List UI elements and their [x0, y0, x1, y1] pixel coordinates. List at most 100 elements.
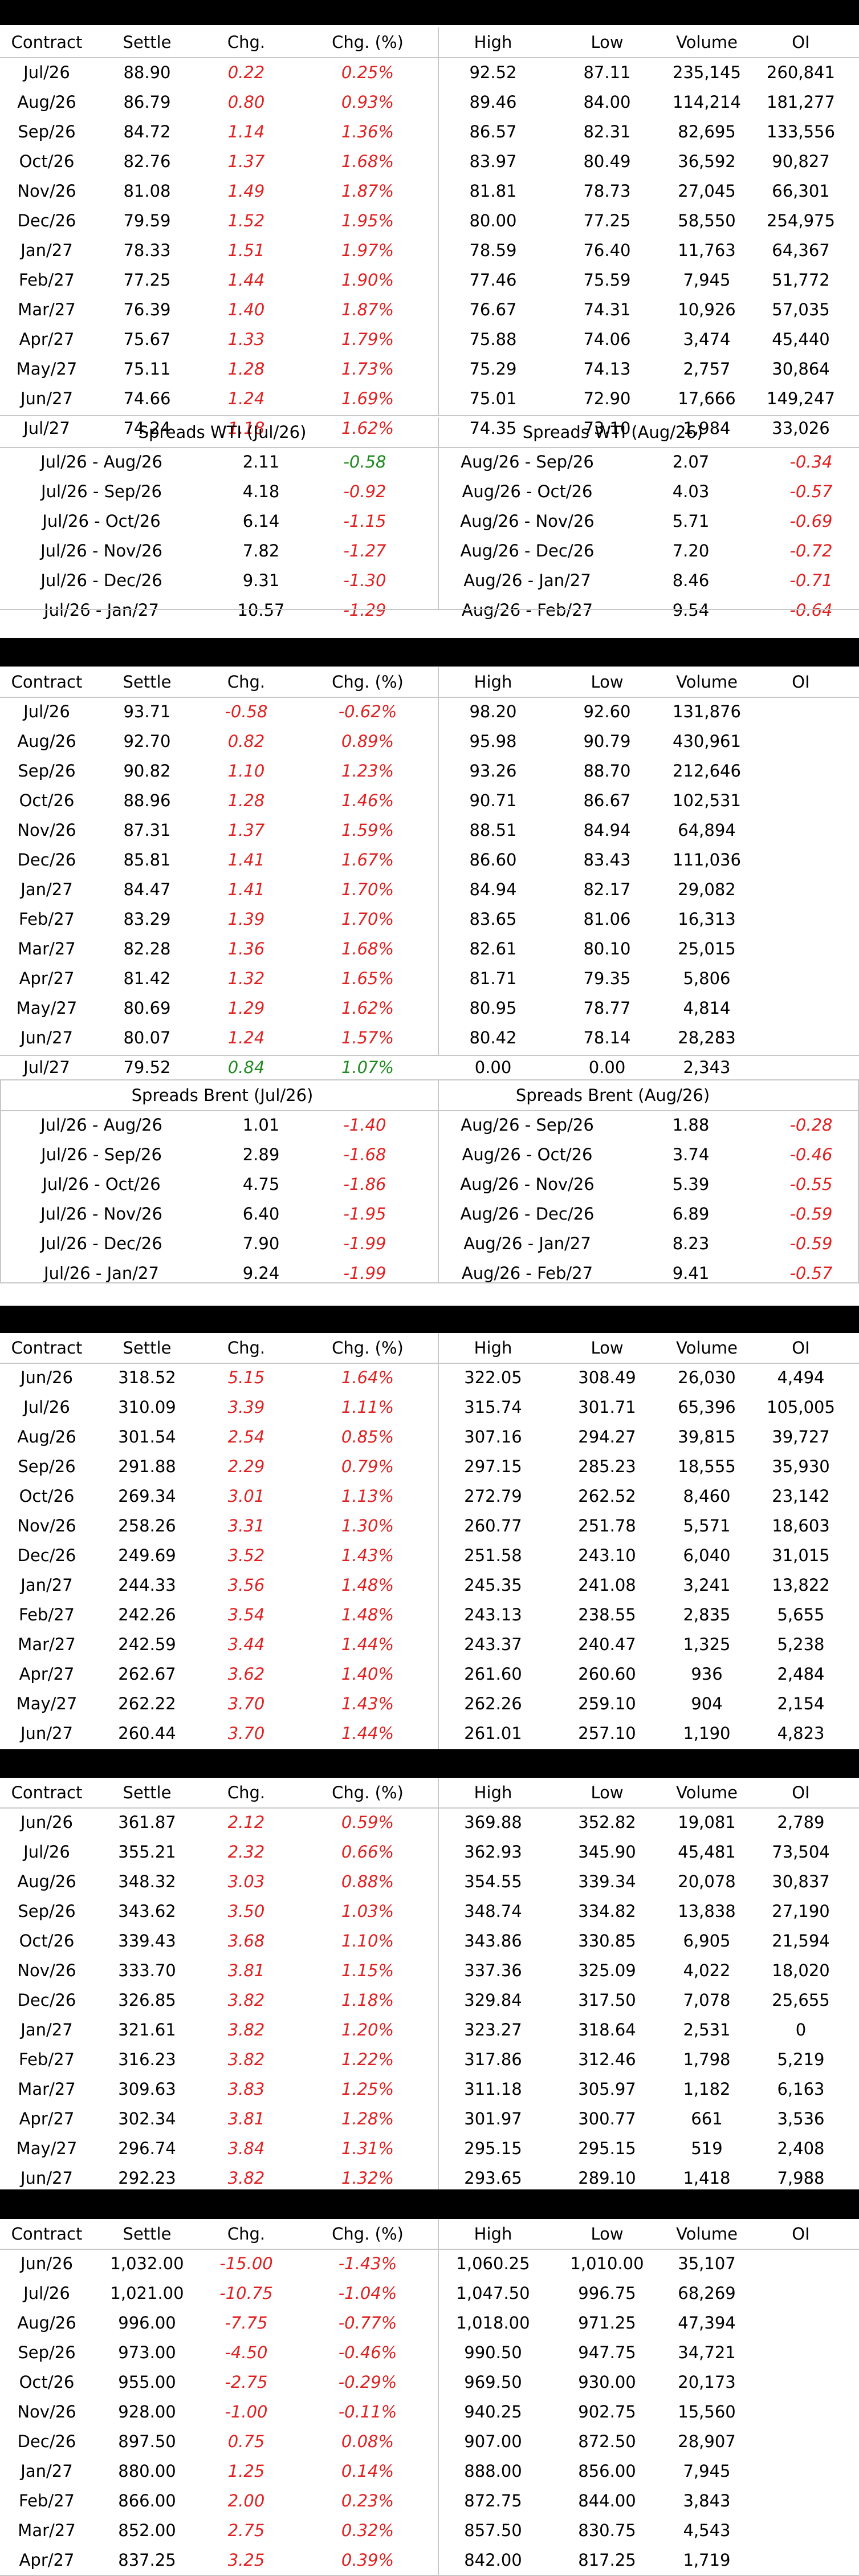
cell-oi: [747, 2308, 855, 2338]
cell-chg: 1.28: [227, 359, 265, 379]
cell-low: 83.43: [583, 850, 631, 869]
cell-settle: 78.33: [123, 241, 171, 260]
cell-chg: 3.25: [227, 2550, 265, 2570]
cell-chg: -7.75: [225, 2313, 268, 2333]
table-row: Mar/27 82.28 1.36 1.68% 82.61 80.10 25,015: [0, 934, 859, 964]
cell-volume: 47,394: [678, 2313, 736, 2333]
cell-settle: 291.88: [118, 1457, 176, 1476]
cell-settle: 262.67: [118, 1664, 176, 1684]
cell-chg-pct: 1.23%: [341, 761, 394, 781]
header-low: Low: [591, 1783, 624, 1802]
cell-low: 345.90: [578, 1842, 636, 1862]
cell-chg: 0.80: [227, 92, 265, 112]
cell-settle: 880.00: [118, 2461, 176, 2481]
cell-volume: 4,543: [683, 2521, 731, 2540]
cell-contract: Mar/27: [18, 1635, 76, 1654]
cell-chg: 2.00: [227, 2491, 265, 2510]
spread-left-pair: Jul/26 - Dec/26: [40, 1234, 162, 1253]
cell-high: 1,047.50: [456, 2284, 530, 2303]
cell-low: 241.08: [578, 1575, 636, 1595]
cell-volume: 114,214: [673, 92, 741, 112]
spread-row: Jul/26 - Sep/26 2.89 -1.68 Aug/26 - Oct/26 3…: [0, 1140, 859, 1169]
cell-high: 329.84: [464, 1990, 522, 2010]
cell-low: 317.50: [578, 1990, 636, 2010]
cell-contract: Aug/26: [17, 1872, 76, 1891]
cell-low: 330.85: [578, 1931, 636, 1951]
spread-left-chg: -1.99: [343, 1234, 386, 1253]
cell-settle: 318.52: [118, 1368, 176, 1387]
header-chg-pct: Chg. (%): [332, 1338, 404, 1358]
spread-left-value: 7.82: [242, 541, 280, 560]
cell-high: 0.00: [474, 1058, 512, 1077]
row-divider: [0, 1055, 859, 1056]
table-row: Dec/26 249.69 3.52 1.43% 251.58 243.10 6,040 31…: [0, 1541, 859, 1570]
table-row: Mar/27 309.63 3.83 1.25% 311.18 305.97 1,182 6,…: [0, 2074, 859, 2104]
cell-chg-pct: 0.59%: [341, 1813, 394, 1832]
cell-contract: Sep/26: [18, 1901, 76, 1921]
table-row: Sep/26 973.00 -4.50 -0.46% 990.50 947.75 34,72…: [0, 2338, 859, 2367]
cell-volume: 82,695: [678, 122, 736, 141]
cell-high: 362.93: [464, 1842, 522, 1862]
cell-contract: Apr/27: [19, 330, 75, 349]
cell-low: 325.09: [578, 1961, 636, 1980]
header-contract: Contract: [11, 1783, 83, 1802]
cell-oi: [747, 1053, 855, 1082]
header-settle: Settle: [123, 672, 172, 692]
table-header-row: Contract Settle Chg. Chg. (%) High Low Volume O…: [0, 667, 859, 697]
spread-row: Jul/26 - Aug/26 2.11 -0.58 Aug/26 - Sep/26 2…: [0, 447, 859, 477]
spread-left-chg: -1.30: [343, 571, 386, 590]
spread-right-pair: Aug/26 - Oct/26: [462, 482, 593, 501]
cell-oi: 35,930: [772, 1457, 830, 1476]
cell-volume: 28,283: [678, 1028, 736, 1047]
cell-chg: 1.41: [227, 880, 265, 899]
spread-left-pair: Jul/26 - Jan/27: [44, 1263, 159, 1283]
cell-high: 260.77: [464, 1516, 522, 1535]
spreads-title-left: Spreads WTI (Jul/26): [138, 422, 307, 442]
cell-chg-pct: 0.93%: [341, 92, 394, 112]
cell-chg-pct: 1.22%: [341, 2050, 394, 2069]
cell-oi: [747, 934, 855, 964]
cell-settle: 1,021.00: [110, 2284, 184, 2303]
cell-chg-pct: -0.29%: [338, 2372, 397, 2392]
cell-high: 81.81: [469, 181, 517, 201]
cell-settle: 361.87: [118, 1813, 176, 1832]
cell-chg: 1.39: [227, 909, 265, 929]
cell-contract: Jun/27: [21, 1028, 73, 1047]
cell-low: 84.00: [583, 92, 631, 112]
cell-high: 1,018.00: [456, 2313, 530, 2333]
cell-contract: Jun/27: [21, 1724, 73, 1743]
cell-contract: Feb/27: [18, 2491, 75, 2510]
cell-chg-pct: 1.43%: [341, 1694, 394, 1713]
cell-low: 902.75: [578, 2402, 636, 2421]
cell-chg: 3.84: [227, 2139, 265, 2158]
spread-left-chg: -1.99: [343, 1263, 386, 1283]
cell-low: 74.13: [583, 359, 631, 379]
cell-oi: 23,142: [772, 1486, 830, 1506]
cell-low: 259.10: [578, 1694, 636, 1713]
cell-oi: [747, 815, 855, 845]
table-row: May/27 262.22 3.70 1.43% 262.26 259.10 904 2,15…: [0, 1689, 859, 1718]
spread-row: Jul/26 - Oct/26 4.75 -1.86 Aug/26 - Nov/26 5…: [0, 1169, 859, 1199]
cell-high: 842.00: [464, 2550, 522, 2570]
cell-chg-pct: 1.20%: [341, 2020, 394, 2039]
spreads-box: [0, 1079, 859, 1283]
spread-right-pair: Aug/26 - Feb/27: [461, 600, 593, 620]
cell-chg-pct: 0.85%: [341, 1427, 394, 1447]
header-volume: Volume: [676, 32, 738, 52]
cell-chg-pct: 1.87%: [341, 181, 394, 201]
cell-chg-pct: 1.11%: [341, 1397, 394, 1417]
cell-chg: 3.82: [227, 2050, 265, 2069]
cell-low: 80.49: [583, 152, 631, 171]
cell-oi: [747, 845, 855, 875]
cell-settle: 326.85: [118, 1990, 176, 2010]
cell-high: 307.16: [464, 1427, 522, 1447]
cell-low: 251.78: [578, 1516, 636, 1535]
header-chg-pct: Chg. (%): [332, 672, 404, 692]
cell-chg-pct: 0.89%: [341, 732, 394, 751]
cell-low: 78.14: [583, 1028, 631, 1047]
cell-volume: 7,945: [683, 270, 731, 290]
spread-right-pair: Aug/26 - Feb/27: [461, 1263, 593, 1283]
cell-settle: 92.70: [123, 732, 171, 751]
cell-chg-pct: 1.70%: [341, 880, 394, 899]
cell-oi: 31,015: [772, 1546, 830, 1565]
